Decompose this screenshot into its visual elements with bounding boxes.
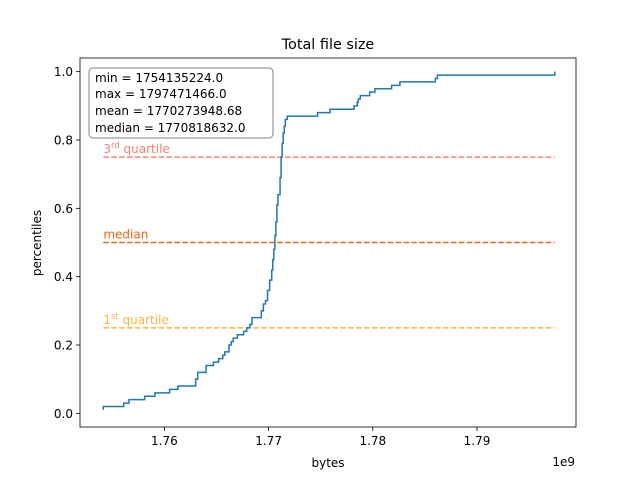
reference-line-label: median	[103, 228, 148, 242]
x-axis: 1.76 1.77 1.78 1.79	[151, 427, 490, 448]
reference-label-sup: rd	[111, 141, 120, 151]
y-tick-label: 0.2	[54, 339, 73, 353]
x-tick-label: 1.77	[255, 434, 282, 448]
x-tick-label: 1.76	[151, 434, 178, 448]
y-tick-label: 0.6	[54, 202, 73, 216]
reference-label-suffix: quartile	[119, 313, 169, 327]
stats-box-frame	[88, 67, 274, 139]
y-tick-label: 0.8	[54, 134, 73, 148]
y-tick-label: 0.4	[54, 270, 73, 284]
stats-max: max = 1797471466.0	[95, 87, 227, 101]
reference-lines: 3rd quartile median 1st quartile	[103, 141, 555, 329]
y-tick-label: 0.0	[54, 407, 73, 421]
x-axis-label: bytes	[311, 456, 344, 470]
series-group	[102, 71, 556, 410]
reference-line-label: 1st quartile	[103, 312, 169, 327]
reference-label-base: median	[103, 228, 148, 242]
x-tick-label: 1.78	[359, 434, 386, 448]
reference-label-base: 1	[103, 313, 111, 327]
stats-median: median = 1770818632.0	[95, 121, 245, 135]
reference-label-base: 3	[103, 142, 111, 156]
y-tick-label: 1.0	[54, 65, 73, 79]
x-tick-label: 1.79	[464, 434, 491, 448]
ecdf-line	[102, 71, 556, 410]
stats-box: min = 1754135224.0 max = 1797471466.0 me…	[88, 67, 274, 139]
y-axis: 0.0 0.2 0.4 0.6 0.8 1.0	[54, 65, 80, 421]
reference-label-suffix: quartile	[120, 142, 170, 156]
plot-border	[79, 57, 577, 428]
chart-title: Total file size	[281, 37, 375, 53]
stats-mean: mean = 1770273948.68	[95, 104, 242, 118]
x-offset-label: 1e9	[552, 455, 575, 469]
stats-min: min = 1754135224.0	[95, 71, 223, 85]
y-axis-label: percentiles	[30, 210, 44, 276]
reference-line-label: 3rd quartile	[103, 141, 169, 156]
reference-label-sup: st	[111, 312, 119, 322]
